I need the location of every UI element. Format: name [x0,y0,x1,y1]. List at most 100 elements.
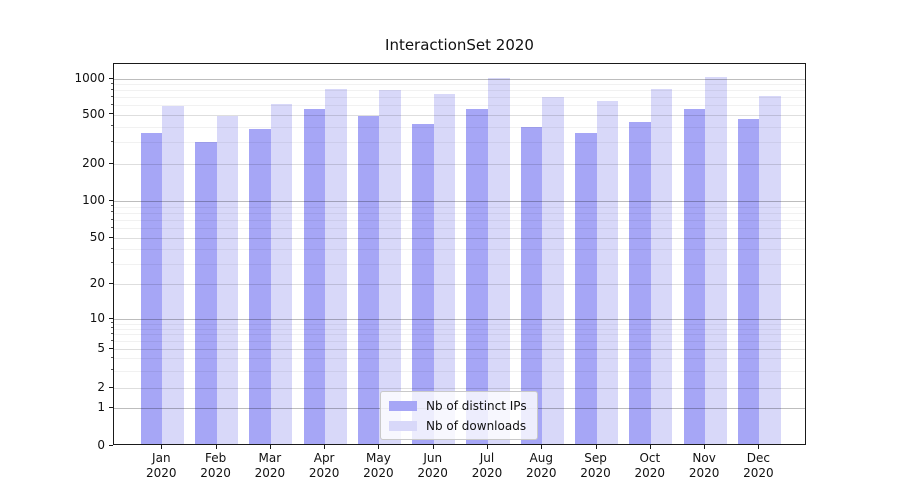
y-tick-label-200: 200 [82,156,105,170]
y-tick-20 [109,282,113,284]
x-tick-month: Jan [152,451,171,465]
plot-area [113,63,806,445]
bar-downloads-apr [325,88,347,444]
gridline-200 [114,164,805,165]
x-tick-label-jan: Jan 2020 [134,451,188,481]
gridline-minor-60 [114,228,805,230]
x-tick-month: Jun [423,451,443,465]
gridline-minor-7 [114,334,805,336]
x-tick-month: Nov [692,451,716,465]
y-tick-minor-6 [111,339,113,341]
bar-distinct-ips-jan [140,132,163,444]
x-tick-feb [215,445,217,449]
y-tick-minor-40 [111,247,113,249]
legend-swatch-downloads [389,420,417,431]
x-tick-year: 2020 [743,466,774,480]
x-tick-oct [649,445,651,449]
x-tick-year: 2020 [200,466,231,480]
y-tick-label-50: 50 [89,230,105,244]
bar-downloads-jul [487,78,510,444]
x-tick-month: Oct [639,451,661,465]
x-tick-month: Feb [204,451,227,465]
gridline-minor-80 [114,212,805,214]
y-tick-minor-30 [111,262,113,264]
x-tick-month: Jul [479,451,495,465]
y-tick-minor-3 [111,369,113,371]
x-tick-year: 2020 [417,466,448,480]
y-tick-minor-4 [111,356,113,358]
gridline-minor-3 [114,370,805,372]
x-tick-label-mar: Mar 2020 [243,451,297,481]
y-tick-minor-60 [111,226,113,228]
x-tick-apr [324,445,326,449]
bar-distinct-ips-mar [249,128,271,444]
x-tick-jul [486,445,488,449]
bar-distinct-ips-apr [303,108,326,444]
gridline-minor-8 [114,328,805,330]
x-tick-label-nov: Nov 2020 [677,451,731,481]
y-tick-minor-900 [111,82,113,84]
gridline-minor-90 [114,206,805,208]
gridline-minor-300 [114,142,805,144]
bar-distinct-ips-dec [737,119,760,444]
bar-downloads-aug [542,97,564,444]
x-tick-month: Aug [529,451,553,465]
bar-downloads-nov [705,77,727,444]
x-tick-month: May [366,451,391,465]
gridline-5 [114,349,805,350]
x-tick-sep [595,445,597,449]
gridline-minor-30 [114,263,805,265]
bar-downloads-sep [596,101,619,444]
bar-downloads-oct [650,88,673,444]
y-tick-2 [109,386,113,388]
x-tick-year: 2020 [254,466,286,480]
y-tick-minor-800 [111,88,113,90]
gridline-50 [114,238,805,239]
gridline-minor-70 [114,220,805,222]
y-tick-minor-70 [111,218,113,220]
legend-item-downloads: Nb of downloads [389,417,527,434]
bar-distinct-ips-jul [466,108,488,444]
y-tick-label-10: 10 [89,311,105,325]
bar-downloads-dec [759,95,781,444]
gridline-minor-40 [114,249,805,251]
gridline-minor-600 [114,105,805,107]
bar-downloads-may [379,90,401,444]
bar-downloads-jan [162,106,184,444]
x-tick-month: Apr [313,451,335,465]
y-tick-minor-300 [111,140,113,142]
y-tick-minor-700 [111,95,113,97]
x-tick-label-jun: Jun 2020 [406,451,460,481]
y-tick-minor-80 [111,211,113,213]
y-tick-1000 [109,77,113,79]
bar-distinct-ips-sep [574,132,597,444]
x-tick-year: 2020 [580,466,611,480]
y-tick-minor-400 [111,125,113,127]
legend: Nb of distinct IPs Nb of downloads [380,391,538,440]
gridline-minor-400 [114,126,805,128]
x-tick-year: 2020 [471,466,503,480]
x-tick-label-jul: Jul 2020 [460,451,514,481]
x-tick-may [378,445,380,449]
x-tick-label-oct: Oct 2020 [623,451,677,481]
y-tick-label-2: 2 [97,380,105,394]
chart-title: InteractionSet 2020 [385,36,534,54]
x-tick-year: 2020 [634,466,666,480]
bar-distinct-ips-oct [629,121,651,444]
x-tick-jan [161,445,163,449]
gridline-minor-6 [114,341,805,343]
x-tick-aug [541,445,543,449]
bar-downloads-jun [433,93,456,444]
x-tick-month: Sep [584,451,607,465]
legend-label-downloads: Nb of downloads [426,418,527,433]
legend-item-distinct-ips: Nb of distinct IPs [389,397,527,414]
x-tick-year: 2020 [525,466,557,480]
gridline-minor-900 [114,84,805,86]
y-tick-label-20: 20 [89,276,105,290]
x-tick-year: 2020 [363,466,394,480]
bar-downloads-mar [270,103,293,444]
gridline-20 [114,284,805,285]
x-tick-label-feb: Feb 2020 [189,451,243,481]
y-tick-minor-8 [111,327,113,329]
bar-distinct-ips-may [357,115,380,444]
